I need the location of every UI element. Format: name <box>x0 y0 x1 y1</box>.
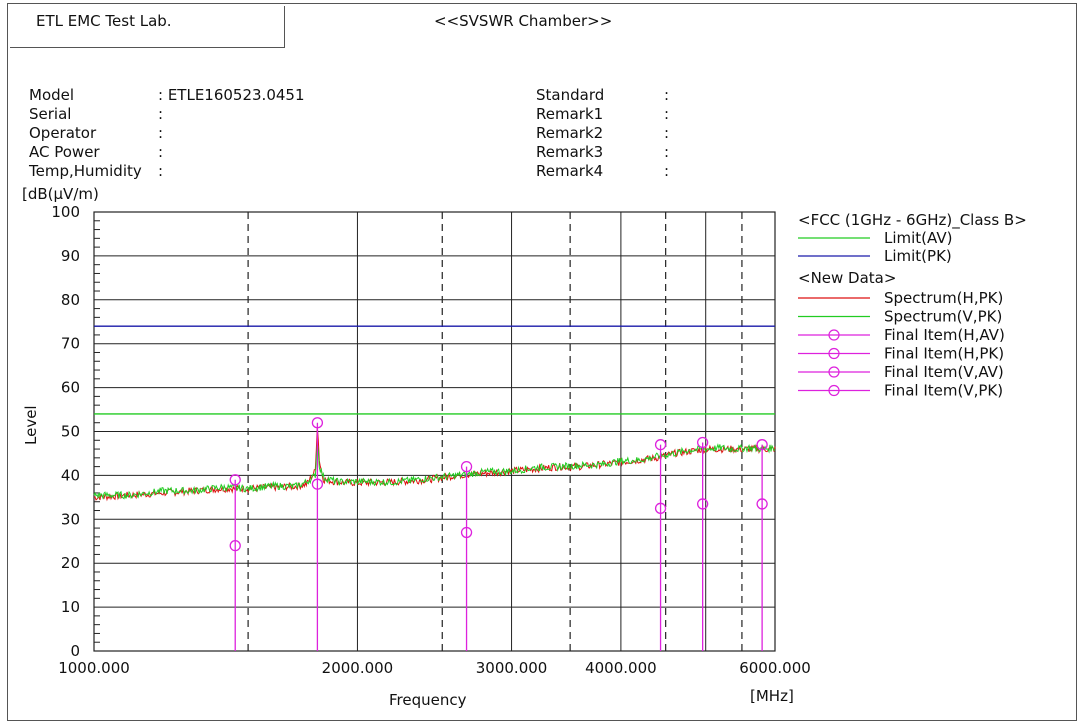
legend-marker <box>828 384 840 397</box>
x-tick-label: 3000.000 <box>476 659 548 677</box>
x-tick-label: 1000.000 <box>58 659 130 677</box>
legend-marker <box>828 366 840 378</box>
final-item-avg-point <box>229 539 241 552</box>
info-value: : <box>664 143 670 161</box>
y-tick-label: 80 <box>61 291 80 309</box>
y-tick-label: 40 <box>61 466 80 484</box>
info-label: Temp,Humidity <box>29 162 142 180</box>
x-tick-label: 2000.000 <box>322 659 394 677</box>
info-value: : <box>664 105 670 123</box>
legend-label: Final Item(H,PK) <box>884 345 1004 363</box>
legend-marker <box>828 329 840 341</box>
legend-label: Limit(AV) <box>884 229 952 247</box>
final-item-peak-point <box>311 417 324 429</box>
legend-label: Spectrum(V,PK) <box>884 308 1002 326</box>
info-label: AC Power <box>29 143 100 161</box>
final-item-avg-point <box>311 478 324 490</box>
lab-box <box>10 6 285 48</box>
final-item-peak-point <box>654 439 667 451</box>
y-tick-label: 60 <box>61 379 80 397</box>
info-right-labels: Standard Remark1 Remark2 Remark3 Remark4 <box>536 86 604 181</box>
final-item-avg-point <box>756 498 768 510</box>
y-tick-label: 90 <box>61 247 80 265</box>
info-label: Model <box>29 86 75 104</box>
legend-label: Limit(PK) <box>884 247 952 265</box>
legend-title: <FCC (1GHz - 6GHz)_Class B> <box>798 211 1027 230</box>
info-label: Remark1 <box>536 105 604 123</box>
final-item-peak-point <box>460 460 473 473</box>
final-item-avg-point <box>654 502 667 514</box>
y-tick-label: 50 <box>61 423 80 441</box>
chamber-title: <<SVSWR Chamber>> <box>434 12 613 30</box>
report-frame <box>7 3 1077 721</box>
y-tick-label: 100 <box>51 203 80 221</box>
legend-label: Spectrum(H,PK) <box>884 289 1003 307</box>
x-tick-label: 6000.000 <box>739 659 811 677</box>
y-tick-label: 30 <box>61 510 80 528</box>
legend-group-title: <New Data> <box>798 269 896 287</box>
info-value: : ETLE160523.0451 <box>158 86 305 104</box>
x-tick-label: 4000.000 <box>585 659 657 677</box>
spectrum-v-line <box>93 443 776 500</box>
legend: <FCC (1GHz - 6GHz)_Class B>Limit(AV)Limi… <box>798 211 1027 400</box>
x-unit-label: [MHz] <box>750 687 794 705</box>
legend-marker <box>828 347 840 360</box>
info-value: : <box>664 124 670 142</box>
info-left-labels: Model Serial Operator AC Power Temp,Humi… <box>29 86 142 181</box>
final-item-avg-point <box>697 498 709 510</box>
legend-label: Final Item(V,AV) <box>884 363 1004 381</box>
final-item-peak-point <box>697 436 709 449</box>
final-item-peak-point <box>756 439 768 451</box>
info-left-values: : ETLE160523.0451 : : : : <box>158 86 305 181</box>
info-label: Remark4 <box>536 162 604 180</box>
legend-label: Final Item(H,AV) <box>884 326 1005 344</box>
final-item-avg-point <box>460 526 473 539</box>
legend-label: Final Item(V,PK) <box>884 382 1003 400</box>
info-value: : <box>158 143 164 161</box>
y-tick-label: 10 <box>61 598 80 616</box>
info-value: : <box>158 105 164 123</box>
info-label: Remark3 <box>536 143 604 161</box>
info-label: Serial <box>29 105 72 123</box>
info-label: Remark2 <box>536 124 604 142</box>
final-item-peak-point <box>229 474 241 486</box>
info-label: Standard <box>536 86 605 104</box>
y-tick-label: 70 <box>61 335 80 353</box>
info-value: : <box>158 162 164 180</box>
y-tick-label: 20 <box>61 554 80 572</box>
info-value: : <box>664 162 670 180</box>
y-tick-label: 0 <box>70 642 80 660</box>
lab-name: ETL EMC Test Lab. <box>36 12 172 30</box>
info-label: Operator <box>29 124 97 142</box>
y-unit-label: [dB(μV/m) <box>22 185 99 203</box>
info-value: : <box>158 124 164 142</box>
info-right-values: : : : : : <box>664 86 669 181</box>
info-value: : <box>664 86 670 104</box>
x-axis-label: Frequency <box>389 691 467 709</box>
